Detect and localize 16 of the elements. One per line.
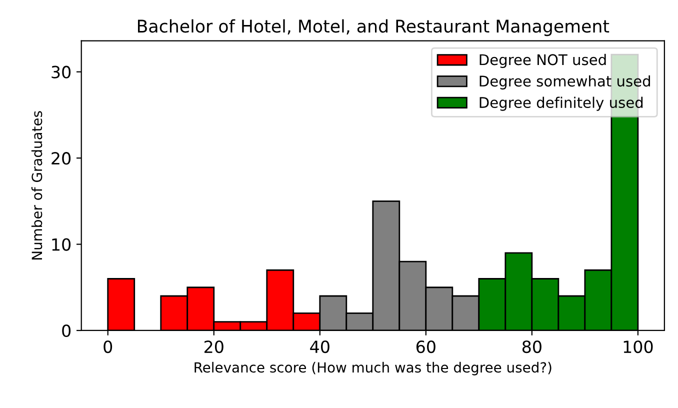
chart-title: Bachelor of Hotel, Motel, and Restaurant Management	[138, 19, 610, 36]
y-tick-label: 0	[62, 324, 71, 338]
y-tick-label: 20	[52, 152, 71, 165]
x-tick-label: 60	[416, 340, 436, 354]
x-tick-label: 0	[104, 340, 112, 354]
x-tick-label: 20	[204, 340, 224, 354]
legend-label: Degree NOT used	[480, 54, 606, 68]
x-tick-label: 40	[310, 340, 330, 354]
x-axis-title: Relevance score (How much was the degree used?)	[194, 362, 552, 376]
legend-label: Degree somewhat used	[480, 75, 650, 90]
y-tick-label: 10	[52, 238, 71, 251]
y-tick-label: 30	[52, 66, 71, 78]
x-tick-label: 100	[624, 340, 653, 354]
legend-label: Degree definitely used	[480, 96, 643, 111]
y-axis-title: Number of Graduates	[31, 111, 42, 260]
x-tick-label: 80	[522, 340, 542, 354]
